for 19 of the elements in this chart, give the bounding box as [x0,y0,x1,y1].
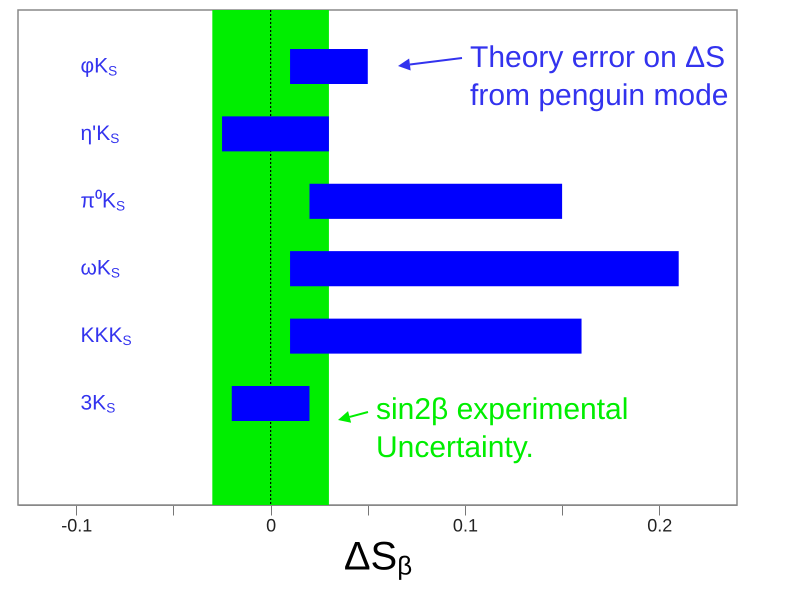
bar [222,116,329,152]
annotation: Theory error on ΔS from penguin mode [470,41,728,112]
y-tick-label: π⁰K$_{S}$ [80,189,126,214]
x-tick-label: -0.1 [61,516,92,536]
x-tick-label: 0 [266,516,276,536]
bar [290,251,679,286]
y-tick-label: KKK$_{S}$ [80,324,132,348]
x-tick-label: 0.1 [452,516,478,536]
y-tick-label: 3K$_{S}$ [80,391,116,416]
x-tick-label: 0.2 [647,516,672,536]
bar [290,318,582,354]
bar [232,386,310,421]
x-axis-title: ΔS$_{β}$ [344,534,412,581]
annotation: sin2β experimental Uncertainty. [376,393,628,464]
bar [309,184,562,219]
bar [290,49,368,84]
y-tick-label: η'K$_{S}$ [80,122,120,146]
y-tick-label: ωK$_{S}$ [80,256,120,280]
y-tick-label: φK$_{S}$ [80,54,118,78]
